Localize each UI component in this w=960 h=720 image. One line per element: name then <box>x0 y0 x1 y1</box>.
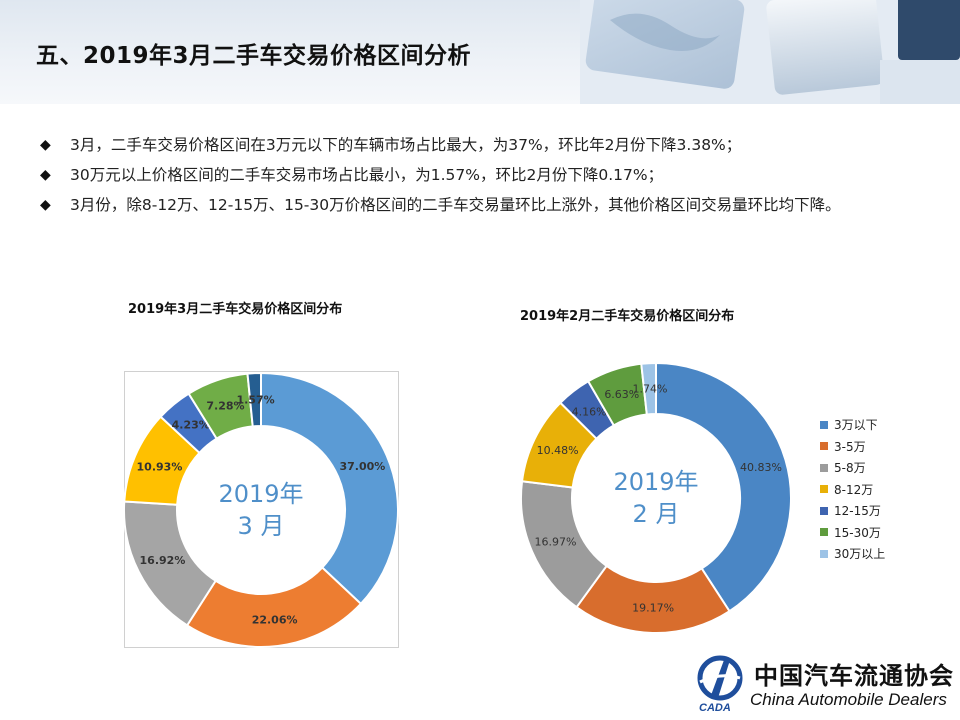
legend-item: 15-30万 <box>820 522 885 544</box>
donut-slice-7 <box>246 371 262 428</box>
chart-legend: 3万以下 3-5万 5-8万 8-12万 12-15万 15-30万 30万以上 <box>820 414 885 565</box>
data-label: 16.92% <box>140 554 186 567</box>
center-label: 2019年 <box>218 480 303 508</box>
legend-label: 12-15万 <box>834 504 881 519</box>
bullet-list: ◆ 3月，二手车交易价格区间在3万元以下的车辆市场占比最大，为37%，环比年2月… <box>40 130 940 220</box>
legend-swatch <box>820 420 828 429</box>
bullet-item: ◆ 30万元以上价格区间的二手车交易市场占比最小，为1.57%，环比2月份下降0… <box>40 160 940 190</box>
bullet-text: 3月，二手车交易价格区间在3万元以下的车辆市场占比最大，为37%，环比年2月份下… <box>70 136 742 154</box>
donut-slice-1 <box>260 371 399 606</box>
data-label: 37.00% <box>340 460 386 473</box>
legend-label: 3万以下 <box>834 418 878 433</box>
center-label: 3 月 <box>238 512 285 540</box>
center-label: 2019年 <box>613 468 698 496</box>
bullet-item: ◆ 3月份，除8-12万、12-15万、15-30万价格区间的二手车交易量环比上… <box>40 190 940 220</box>
data-label: 4.16% <box>572 405 607 418</box>
legend-label: 30万以上 <box>834 547 886 562</box>
data-label: 19.17% <box>632 601 674 614</box>
org-name-chinese: 中国汽车流通协会 <box>754 662 954 690</box>
legend-item: 12-15万 <box>820 500 885 522</box>
footer-logo: CADA 中国汽车流通协会 China Automobile Dealers <box>694 654 954 716</box>
bullet-text: 30万元以上价格区间的二手车交易市场占比最小，为1.57%，环比2月份下降0.1… <box>70 166 664 184</box>
legend-label: 5-8万 <box>834 461 866 476</box>
legend-item: 5-8万 <box>820 457 885 479</box>
data-label: 10.48% <box>537 444 579 457</box>
org-name-english: China Automobile Dealers <box>750 690 947 709</box>
diamond-bullet-icon: ◆ <box>40 197 51 213</box>
header-decorative-art <box>580 0 960 104</box>
legend-item: 3-5万 <box>820 436 885 458</box>
bullet-text: 3月份，除8-12万、12-15万、15-30万价格区间的二手车交易量环比上涨外… <box>70 196 841 214</box>
data-label: 7.28% <box>206 399 244 412</box>
data-label: 22.06% <box>252 614 298 627</box>
legend-item: 8-12万 <box>820 479 885 501</box>
legend-swatch <box>820 463 828 472</box>
data-label: 1.74% <box>633 383 668 396</box>
legend-label: 3-5万 <box>834 439 866 454</box>
chart-title-march: 2019年3月二手车交易价格区间分布 <box>128 302 343 317</box>
data-label: 4.23% <box>172 419 210 432</box>
legend-swatch <box>820 549 828 558</box>
diamond-bullet-icon: ◆ <box>40 137 51 153</box>
data-label: 6.63% <box>604 388 639 401</box>
legend-swatch <box>820 506 828 515</box>
center-label: 2 月 <box>633 500 680 528</box>
legend-label: 8-12万 <box>834 482 874 497</box>
page-title: 五、2019年3月二手车交易价格区间分析 <box>36 43 472 69</box>
legend-swatch <box>820 485 828 494</box>
bullet-item: ◆ 3月，二手车交易价格区间在3万元以下的车辆市场占比最大，为37%，环比年2月… <box>40 130 940 160</box>
diamond-bullet-icon: ◆ <box>40 167 51 183</box>
logo-text: CADA <box>699 702 731 714</box>
donut-slice-7 <box>640 361 657 416</box>
chart-title-february: 2019年2月二手车交易价格区间分布 <box>520 309 735 324</box>
data-label: 10.93% <box>137 460 183 473</box>
legend-swatch <box>820 528 828 537</box>
legend-swatch <box>820 442 828 451</box>
donut-chart-march: 37.00% 22.06% 16.92% 10.93% 4.23% 7.28%1.57% 2… <box>123 371 399 648</box>
header-banner: 五、2019年3月二手车交易价格区间分析 <box>0 0 960 104</box>
data-label: 40.83% <box>740 461 782 474</box>
donut-slice-1 <box>655 361 792 613</box>
donut-chart-february: 40.83% 19.17% 16.97% 10.48% 4.16% 6.63%1.74% 2… <box>520 361 792 634</box>
data-label: 16.97% <box>535 535 577 548</box>
legend-label: 15-30万 <box>834 525 881 540</box>
legend-item: 3万以下 <box>820 414 885 436</box>
cada-logo-icon: CADA <box>697 655 743 714</box>
legend-item: 30万以上 <box>820 543 885 565</box>
data-label: 1.57% <box>236 394 274 407</box>
